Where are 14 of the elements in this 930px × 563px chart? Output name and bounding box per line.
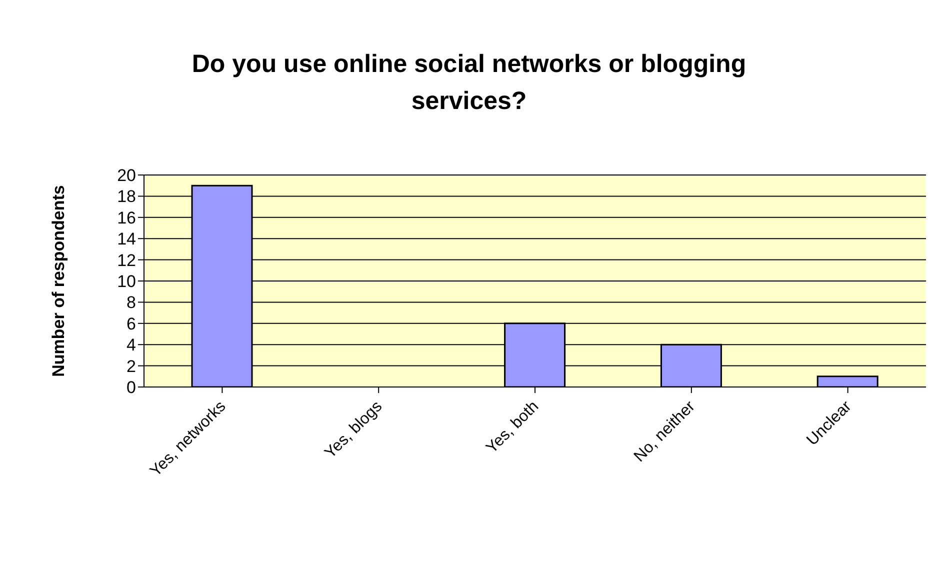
y-tick-label: 14 <box>117 230 136 249</box>
y-tick-label: 18 <box>117 187 136 206</box>
y-tick-label: 10 <box>117 272 136 292</box>
y-tick-label: 4 <box>126 336 136 355</box>
y-axis-title: Number of respondents <box>49 185 68 377</box>
y-tick-label: 20 <box>117 166 136 186</box>
y-tick-label: 2 <box>126 356 136 376</box>
y-tick-label: 8 <box>126 293 136 312</box>
x-tick-label: Yes, both <box>483 398 542 457</box>
y-tick-label: 16 <box>117 208 136 228</box>
y-tick-label: 12 <box>117 250 136 270</box>
y-tick-label: 6 <box>126 314 136 334</box>
chart-title: Do you use online social networks or blogging services? <box>190 49 748 117</box>
y-tick-label: 0 <box>126 378 136 398</box>
